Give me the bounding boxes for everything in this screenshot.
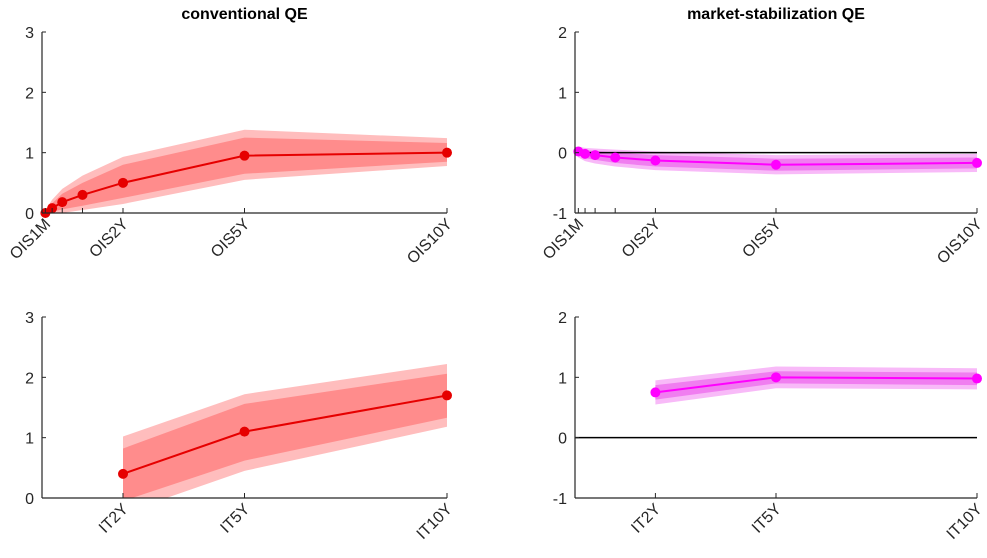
marker	[650, 387, 661, 398]
marker	[57, 197, 68, 208]
y-tick-label: 1	[25, 431, 34, 448]
y-tick-label: 1	[558, 370, 567, 387]
x-tick-label: OIS5Y	[208, 216, 254, 262]
marker	[590, 150, 601, 161]
marker	[771, 159, 781, 170]
chart-title: conventional QE	[181, 6, 308, 23]
x-tick-label: OIS10Y	[404, 216, 456, 268]
marker	[972, 373, 982, 384]
x-tick-label: OIS2Y	[86, 216, 132, 262]
marker	[77, 189, 88, 200]
confidence-band	[578, 148, 977, 171]
y-tick-label: 1	[558, 85, 567, 102]
y-tick-label: 0	[558, 146, 567, 163]
marker	[239, 426, 250, 437]
y-tick-label: -1	[553, 206, 567, 223]
marker	[580, 148, 591, 159]
y-tick-label: 2	[25, 85, 34, 102]
y-tick-label: -1	[553, 491, 567, 508]
y-tick-label: 2	[558, 25, 567, 42]
marker	[442, 147, 452, 158]
x-tick-label: OIS10Y	[934, 216, 986, 268]
x-tick-label: OIS2Y	[619, 216, 665, 262]
y-tick-label: 3	[25, 310, 34, 327]
x-tick-label: IT5Y	[217, 501, 253, 537]
y-tick-label: 1	[25, 146, 34, 163]
x-tick-label: IT2Y	[96, 501, 132, 537]
y-tick-label: 0	[25, 491, 34, 508]
confidence-band	[45, 137, 447, 213]
plot-area	[44, 129, 447, 213]
x-tick-label: IT10Y	[414, 501, 456, 543]
marker	[610, 152, 621, 163]
y-tick-label: 0	[558, 431, 567, 448]
marker	[118, 177, 128, 188]
marker	[442, 390, 452, 401]
y-tick-label: 2	[25, 370, 34, 387]
chart-title: market-stabilization QE	[687, 6, 865, 23]
plot-area	[122, 364, 447, 498]
x-tick-label: IT2Y	[628, 501, 664, 537]
marker	[239, 150, 250, 161]
x-tick-label: IT10Y	[944, 501, 986, 543]
marker	[118, 468, 128, 479]
x-tick-label: OIS5Y	[739, 216, 785, 262]
marker	[771, 372, 781, 383]
marker	[972, 157, 982, 168]
x-tick-label: IT5Y	[749, 501, 785, 537]
y-tick-label: 0	[25, 206, 34, 223]
confidence-band	[123, 373, 447, 498]
y-tick-label: 2	[558, 310, 567, 327]
marker	[650, 155, 661, 166]
y-tick-label: 3	[25, 25, 34, 42]
